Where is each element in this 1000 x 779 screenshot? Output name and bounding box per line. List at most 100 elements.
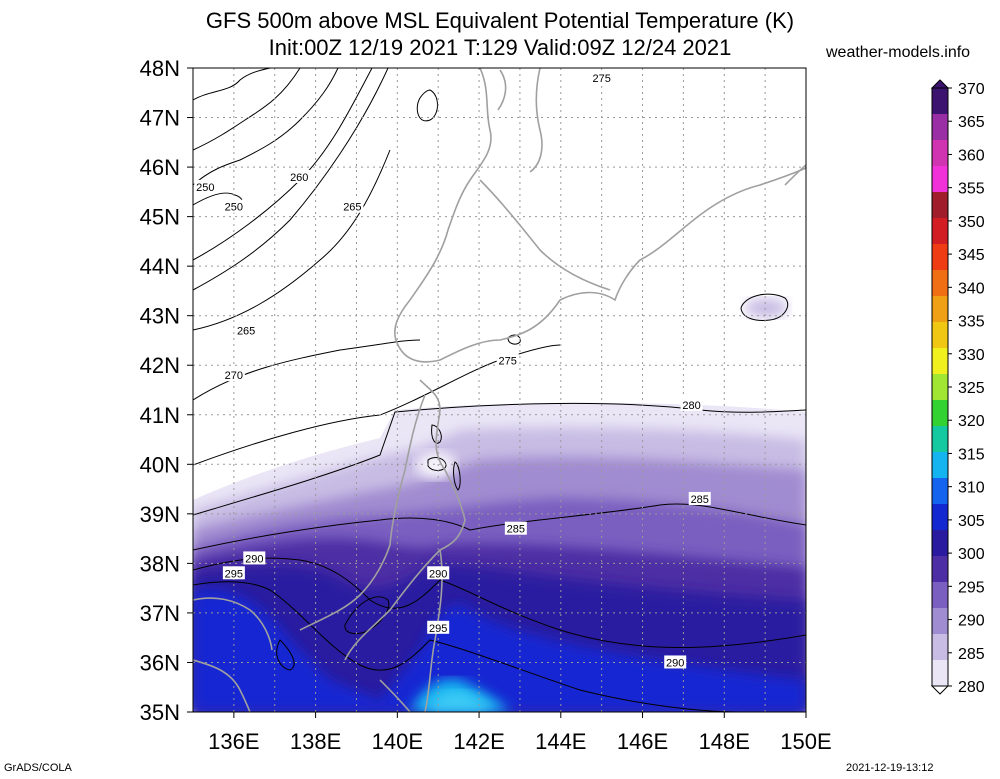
contour-label: 290 [666, 657, 684, 669]
contour-label: 280 [682, 400, 700, 412]
lon-tick-label: 144E [535, 729, 586, 754]
colorbar-swatch [932, 114, 948, 141]
contour-label-box [504, 521, 527, 535]
contour-label: 270 [225, 370, 243, 382]
contour-label: 295 [429, 623, 447, 635]
coastlines [193, 68, 806, 712]
colorbar-swatch [932, 296, 948, 323]
colorbar-label: 320 [958, 413, 985, 430]
render-timestamp: 2021-12-19-13:12 [846, 762, 934, 774]
colorbar-label: 360 [958, 147, 985, 164]
colorbar-label: 330 [958, 347, 985, 364]
colorbar-swatch [932, 166, 948, 193]
lat-tick-label: 35N [140, 700, 180, 725]
colorbar-label: 295 [958, 579, 985, 596]
lon-tick-label: 146E [617, 729, 668, 754]
contour-label: 265 [237, 326, 255, 338]
software-credit: GrADS/COLA [4, 762, 72, 774]
chart-subtitle: Init:00Z 12/19 2021 T:129 Valid:09Z 12/2… [268, 35, 732, 60]
contour-label-box [194, 179, 217, 193]
colorbar-label: 290 [958, 613, 985, 630]
colorbar-swatch [932, 192, 948, 219]
contour-label-box [496, 353, 519, 367]
colorbar-arrow-top [930, 79, 950, 89]
latitude-axis: 48N 47N 46N 45N 44N 43N 42N 41N 40N 39N 38N 37N 36N 3… [140, 56, 193, 725]
colorbar-label: 300 [958, 546, 985, 563]
brand-label: weather-models.info [826, 44, 971, 61]
contour-label: 295 [225, 568, 243, 580]
colorbar-swatch [932, 556, 948, 583]
colorbar-swatch [932, 140, 948, 167]
colorbar-swatch [932, 634, 948, 661]
contour-label-box [341, 199, 364, 213]
colorbar-label: 325 [958, 380, 985, 397]
colorbar-label: 365 [958, 114, 985, 131]
colorbar-swatch [932, 608, 948, 635]
contour-label-box [664, 655, 687, 669]
colorbar-label: 335 [958, 314, 985, 331]
colorbar-swatch [932, 660, 948, 687]
contour-label-box [222, 199, 245, 213]
longitude-axis: 136E 138E 140E 142E 144E 146E 148E 150E [208, 712, 832, 754]
colorbar-label: 305 [958, 513, 985, 530]
contour-label: 290 [429, 568, 447, 580]
lat-tick-label: 42N [140, 353, 180, 378]
lon-tick-label: 138E [290, 729, 341, 754]
lon-tick-label: 150E [780, 729, 831, 754]
contour-label-box [427, 566, 450, 580]
contour-label-box [288, 169, 311, 183]
lat-tick-label: 39N [140, 502, 180, 527]
contour-label: 260 [290, 172, 308, 184]
contour-label: 285 [507, 524, 525, 536]
lat-tick-label: 48N [140, 56, 180, 81]
colorbar-swatch [932, 88, 948, 115]
shaded-field [193, 298, 806, 712]
contour-label: 285 [691, 494, 709, 506]
contour-label-box [243, 551, 266, 565]
colorbar-swatch [932, 582, 948, 609]
colorbar-label: 345 [958, 247, 985, 264]
colorbar-swatch [932, 322, 948, 349]
gridlines [193, 68, 806, 712]
colorbar-arrow-bottom [930, 685, 950, 695]
contour-label: 290 [245, 553, 263, 565]
lat-tick-label: 41N [140, 403, 180, 428]
lat-tick-label: 46N [140, 155, 180, 180]
contour-label-box [222, 566, 245, 580]
colorbar-label: 350 [958, 214, 985, 231]
colorbar-swatch [932, 244, 948, 271]
lon-tick-label: 140E [372, 729, 423, 754]
lat-tick-label: 40N [140, 452, 180, 477]
colorbar-swatch [932, 504, 948, 531]
colorbar-swatch [932, 426, 948, 453]
colorbar-swatch [932, 270, 948, 297]
lat-tick-label: 37N [140, 601, 180, 626]
lat-tick-label: 38N [140, 551, 180, 576]
contour-label-box [427, 620, 450, 634]
colorbar-swatch [932, 374, 948, 401]
colorbar-label: 285 [958, 646, 985, 663]
colorbar-swatch [932, 530, 948, 557]
colorbar-label: 310 [958, 480, 985, 497]
lat-tick-label: 45N [140, 205, 180, 230]
contour-label-box [235, 323, 258, 337]
contour-label: 275 [498, 355, 516, 367]
colorbar-swatch [932, 348, 948, 375]
lon-tick-label: 142E [453, 729, 504, 754]
colorbar-label: 280 [958, 679, 985, 696]
colorbar-label: 340 [958, 280, 985, 297]
contour-label-box [680, 397, 703, 411]
lat-tick-label: 36N [140, 650, 180, 675]
colorbar-label: 355 [958, 181, 985, 198]
colorbar: 370 365 360 355 350 345 340 335 330 325 320 315 310 3… [930, 79, 985, 696]
colorbar-swatch [932, 452, 948, 479]
lon-tick-label: 136E [208, 729, 259, 754]
contour-label-box [688, 491, 711, 505]
plot-frame [192, 67, 807, 713]
lat-tick-label: 44N [140, 254, 180, 279]
lon-tick-label: 148E [699, 729, 750, 754]
contour-label: 250 [225, 202, 243, 214]
lat-tick-label: 47N [140, 106, 180, 131]
contour-label-box [222, 368, 245, 382]
